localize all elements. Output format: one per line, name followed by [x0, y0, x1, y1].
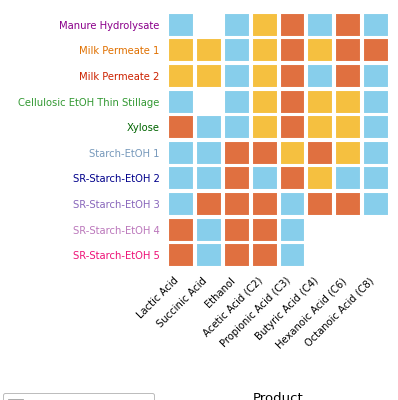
Bar	[335, 115, 361, 139]
Bar	[196, 192, 222, 216]
Bar	[307, 192, 334, 216]
Bar	[363, 166, 389, 190]
Bar	[279, 141, 306, 165]
Bar	[224, 243, 250, 267]
Bar	[307, 115, 334, 139]
Bar	[252, 13, 278, 37]
Bar	[279, 64, 306, 88]
Bar	[363, 64, 389, 88]
X-axis label: Product: Product	[253, 392, 304, 400]
Bar	[279, 218, 306, 242]
Bar	[363, 13, 389, 37]
Bar	[168, 90, 194, 114]
Bar	[363, 218, 389, 242]
Bar	[224, 13, 250, 37]
Bar	[168, 192, 194, 216]
Bar	[224, 64, 250, 88]
Bar	[279, 166, 306, 190]
Bar	[335, 141, 361, 165]
Bar	[363, 141, 389, 165]
Bar	[363, 243, 389, 267]
Bar	[307, 90, 334, 114]
Bar	[335, 13, 361, 37]
Bar	[363, 115, 389, 139]
Bar	[196, 141, 222, 165]
Bar	[168, 141, 194, 165]
Bar	[196, 13, 222, 37]
Bar	[168, 115, 194, 139]
Bar	[335, 64, 361, 88]
Bar	[168, 166, 194, 190]
Bar	[224, 218, 250, 242]
Bar	[279, 90, 306, 114]
Bar	[279, 115, 306, 139]
Bar	[307, 141, 334, 165]
Bar	[363, 38, 389, 62]
Bar	[252, 243, 278, 267]
Bar	[224, 115, 250, 139]
Bar	[252, 192, 278, 216]
Bar	[168, 218, 194, 242]
Bar	[196, 90, 222, 114]
Bar	[196, 38, 222, 62]
Bar	[196, 218, 222, 242]
Bar	[224, 38, 250, 62]
Bar	[307, 38, 334, 62]
Bar	[224, 166, 250, 190]
Bar	[363, 90, 389, 114]
Bar	[168, 64, 194, 88]
Bar	[252, 141, 278, 165]
Bar	[279, 13, 306, 37]
Bar	[224, 141, 250, 165]
Bar	[335, 243, 361, 267]
Bar	[307, 166, 334, 190]
Bar	[252, 64, 278, 88]
Bar	[252, 90, 278, 114]
Bar	[335, 90, 361, 114]
Bar	[335, 166, 361, 190]
Bar	[307, 243, 334, 267]
Bar	[168, 243, 194, 267]
Bar	[196, 115, 222, 139]
Bar	[307, 13, 334, 37]
Bar	[279, 38, 306, 62]
Bar	[252, 166, 278, 190]
Bar	[252, 218, 278, 242]
Bar	[335, 218, 361, 242]
Bar	[363, 192, 389, 216]
Bar	[307, 64, 334, 88]
Legend: < 0.1 g COD/L, 0.1 g COD/L - 2 g COD/L, 2 g COD/L - 10 g COD/L, > 10 g COD/L: < 0.1 g COD/L, 0.1 g COD/L - 2 g COD/L, …	[3, 393, 154, 400]
Bar	[224, 192, 250, 216]
Bar	[196, 64, 222, 88]
Bar	[279, 243, 306, 267]
Bar	[196, 243, 222, 267]
Bar	[252, 38, 278, 62]
Bar	[168, 38, 194, 62]
Bar	[252, 115, 278, 139]
Bar	[335, 192, 361, 216]
Bar	[307, 218, 334, 242]
Bar	[224, 90, 250, 114]
Bar	[196, 166, 222, 190]
Bar	[335, 38, 361, 62]
Bar	[168, 13, 194, 37]
Bar	[279, 192, 306, 216]
